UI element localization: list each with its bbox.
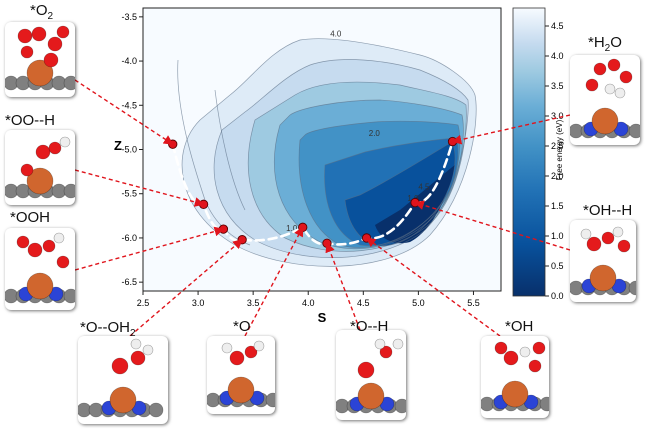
o2-snapshot [5,22,75,97]
x-tick-label: 3.5 [247,298,260,308]
state-label: *OO--H [5,112,55,129]
contour-label: 1.0 [407,194,419,203]
oh-snapshot [481,336,549,418]
y-tick-label: -5.5 [121,189,137,199]
colorbar-gradient [512,7,546,297]
state-arrow [74,79,174,145]
oh-h-snapshot [570,220,636,302]
state-label: *O--H [350,318,389,335]
colorbar-tick-label: 4.0 [551,51,564,61]
state-label: *OOH [10,209,51,226]
state-arrow [74,169,205,207]
colorbar-tick-label: 3.5 [551,81,564,91]
state-arrow [414,200,571,251]
y-tick-label: -4.0 [121,56,137,66]
state-label: *O [233,318,251,335]
free-energy-surface: 4.0 2.0 1.0 1.0 4.5 [168,29,477,267]
plot-area: 4.0 2.0 1.0 1.0 4.5 2.5 3.0 3.5 4.0 4.5 5.0 5.5 -3… [114,7,502,325]
x-axis: 2.5 3.0 3.5 4.0 4.5 5.0 5.5 [137,291,480,308]
colorbar-tick-label: 2.0 [551,171,564,181]
y-axis: -3.5 -4.0 -4.5 -5.0 -5.5 -6.0 -6.5 [121,12,143,287]
y-axis-label: Z [114,138,122,153]
minimum-energy-path [171,140,454,246]
y-tick-label: -4.5 [121,100,137,110]
y-tick-label: -5.0 [121,145,137,155]
colorbar-ticks: 0.0 0.5 1.0 1.5 2.0 2.5 3.0 3.5 4.0 4.5 [545,21,564,301]
contour-label: 1.0 [286,224,298,233]
x-tick-label: 4.5 [357,298,370,308]
state-point [410,197,420,208]
colorbar-tick-label: 1.5 [551,201,564,211]
state-arrows [74,79,571,337]
colorbar-tick-label: 4.5 [551,21,564,31]
y-tick-label: -6.0 [121,233,137,243]
oo-h-snapshot [5,130,75,205]
state-arrow [74,226,225,271]
contour-label: 2.0 [369,129,381,138]
state-label: *OH--H [583,202,633,219]
state-arrow [451,114,571,145]
o-h-snapshot [336,330,406,420]
contour-label: 4.5 [418,182,430,191]
state-arrow [325,242,361,331]
x-tick-label: 4.0 [302,298,315,308]
state-label: *H2O [588,34,622,54]
state-label: *OH [505,318,534,335]
contour-label: 4.0 [330,29,342,38]
colorbar-tick-label: 3.0 [551,111,564,121]
state-label: *O2 [30,2,54,22]
state-point [447,136,458,147]
o-oh2-snapshot [78,336,168,424]
colorbar-tick-label: 1.0 [551,231,564,241]
state-arrow [129,239,243,337]
y-tick-label: -3.5 [121,12,137,22]
o-snapshot [207,336,275,414]
colorbar-tick-label: 2.5 [551,141,564,151]
colorbar: 0.0 0.5 1.0 1.5 2.0 2.5 3.0 3.5 4.0 4.5 Free ener… [512,7,564,301]
colorbar-label: Free energy (eV) [555,119,564,180]
x-tick-label: 5.5 [467,298,480,308]
x-tick-label: 2.5 [137,298,150,308]
state-label: *O--OH2 [80,319,136,339]
ooh-snapshot [5,228,75,310]
y-tick-label: -6.5 [121,277,137,287]
x-tick-label: 3.0 [192,298,205,308]
colorbar-tick-label: 0.0 [551,291,564,301]
x-tick-label: 5.0 [412,298,425,308]
x-axis-label: S [318,310,327,325]
colorbar-tick-label: 0.5 [551,261,564,271]
h2o-snapshot [570,55,640,145]
